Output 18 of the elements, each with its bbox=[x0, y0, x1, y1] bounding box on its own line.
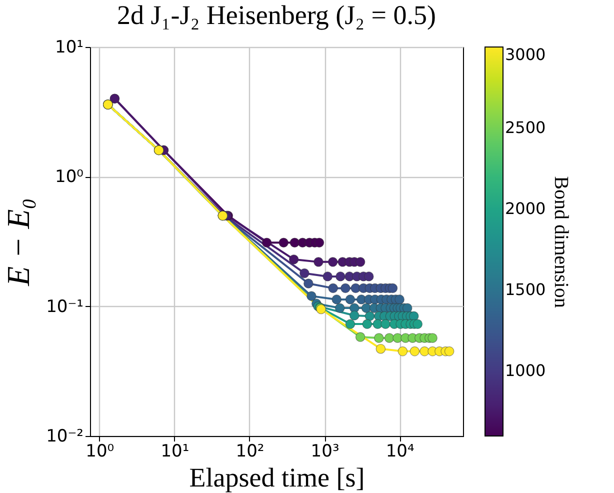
y-axis-title: E − E₀ bbox=[0, 198, 36, 287]
y-tick-label: 10⁻¹ bbox=[46, 296, 84, 317]
color-bar-label: 1500 bbox=[505, 280, 546, 300]
color-bar-label: 2500 bbox=[505, 118, 546, 138]
x-tick-label: 10² bbox=[236, 442, 264, 462]
color-bar-label: 1000 bbox=[505, 361, 546, 380]
x-axis-title: Elapsed time [s] bbox=[189, 462, 365, 492]
y-tick-label: 10⁰ bbox=[55, 167, 84, 188]
chart-title: 2d J₁-J₂ Heisenberg (J₂ = 0.5) bbox=[117, 0, 436, 30]
color-bar-label: 3000 bbox=[505, 45, 546, 64]
color-bar-title: Bond dimension bbox=[550, 176, 572, 308]
x-tick-label: 10⁴ bbox=[386, 442, 414, 462]
x-tick-label: 10¹ bbox=[160, 442, 190, 462]
x-tick-label: 10³ bbox=[310, 442, 340, 462]
color-bar-label: 2000 bbox=[505, 199, 546, 218]
x-tick-label: 10⁰ bbox=[86, 442, 114, 462]
y-tick-label: 10¹ bbox=[55, 38, 84, 58]
y-tick-label: 10⁻² bbox=[46, 426, 84, 446]
